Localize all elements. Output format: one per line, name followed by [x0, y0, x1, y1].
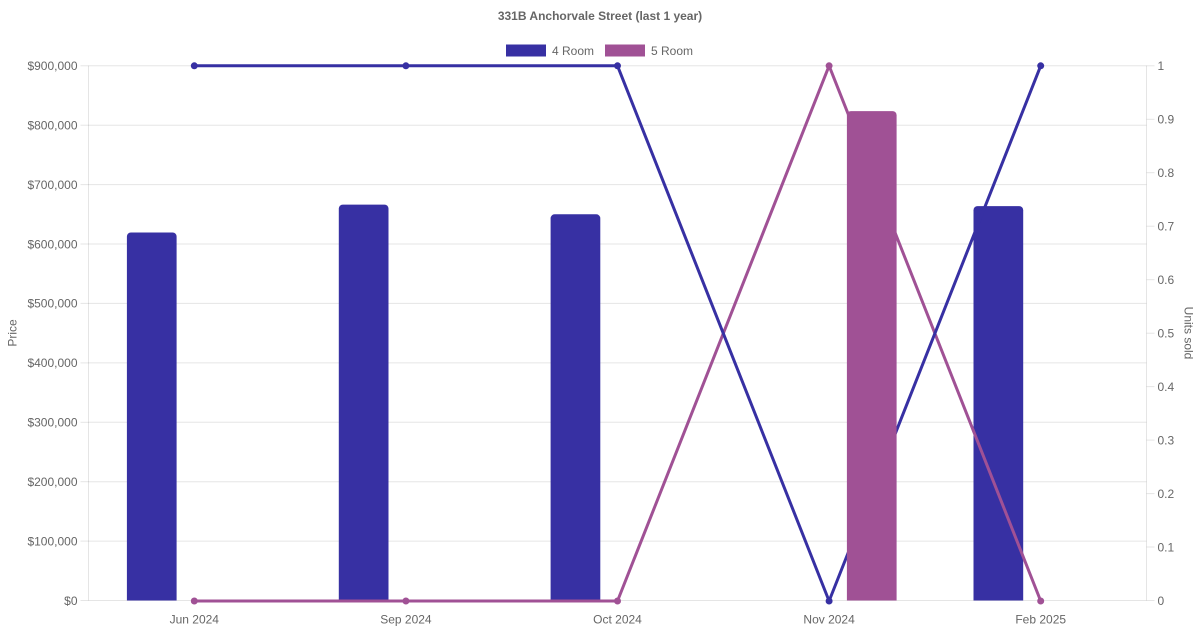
svg-text:0.3: 0.3 — [1158, 433, 1175, 447]
svg-text:0.8: 0.8 — [1158, 166, 1175, 180]
svg-text:$100,000: $100,000 — [27, 534, 77, 548]
svg-text:$700,000: $700,000 — [27, 178, 77, 192]
svg-text:Nov 2024: Nov 2024 — [803, 612, 855, 626]
svg-text:$500,000: $500,000 — [27, 297, 77, 311]
svg-text:0.7: 0.7 — [1158, 220, 1175, 234]
svg-text:$800,000: $800,000 — [27, 119, 77, 133]
svg-text:$200,000: $200,000 — [27, 475, 77, 489]
svg-text:0.5: 0.5 — [1158, 327, 1175, 341]
svg-text:0.6: 0.6 — [1158, 273, 1175, 287]
svg-text:Units sold: Units sold — [1182, 307, 1196, 360]
svg-text:0.4: 0.4 — [1158, 380, 1175, 394]
svg-text:Feb 2025: Feb 2025 — [1015, 612, 1066, 626]
svg-text:$600,000: $600,000 — [27, 237, 77, 251]
svg-text:0: 0 — [1158, 594, 1165, 608]
svg-text:0.9: 0.9 — [1158, 113, 1175, 127]
svg-text:$300,000: $300,000 — [27, 416, 77, 430]
svg-text:0.1: 0.1 — [1158, 540, 1175, 554]
svg-text:Sep 2024: Sep 2024 — [380, 612, 432, 626]
svg-text:Jun 2024: Jun 2024 — [170, 612, 220, 626]
svg-text:0.2: 0.2 — [1158, 487, 1175, 501]
svg-text:$900,000: $900,000 — [27, 59, 77, 73]
svg-text:Oct 2024: Oct 2024 — [593, 612, 642, 626]
svg-text:4 Room: 4 Room — [552, 44, 594, 58]
svg-text:1: 1 — [1158, 59, 1165, 73]
svg-text:$0: $0 — [64, 594, 78, 608]
svg-text:Price: Price — [5, 319, 19, 347]
svg-text:$400,000: $400,000 — [27, 356, 77, 370]
svg-text:5 Room: 5 Room — [651, 44, 693, 58]
svg-text:331B Anchorvale Street (last 1: 331B Anchorvale Street (last 1 year) — [498, 9, 702, 23]
